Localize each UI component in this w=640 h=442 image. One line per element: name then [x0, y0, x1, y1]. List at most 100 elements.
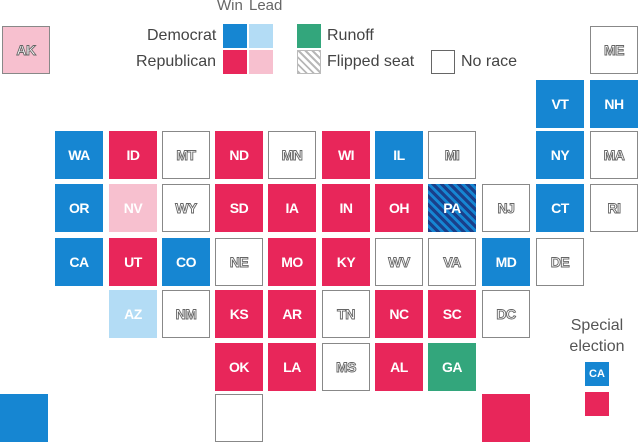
- state-label-ny: NY: [550, 147, 570, 163]
- state-tile-tn[interactable]: TN: [322, 290, 370, 338]
- state-tile-nj[interactable]: NJ: [482, 184, 530, 232]
- state-tile-in[interactable]: IN: [322, 184, 370, 232]
- legend-runoff-label: Runoff: [327, 27, 374, 44]
- state-label-dc: DC: [496, 306, 517, 323]
- state-label-pa: PA: [443, 200, 461, 216]
- state-label-ri: RI: [607, 200, 621, 217]
- state-tile-wv[interactable]: WV: [375, 238, 423, 286]
- state-tile-ne[interactable]: NE: [215, 238, 263, 286]
- legend-norace-label: No race: [461, 53, 518, 70]
- state-tile-md[interactable]: MD: [482, 238, 530, 286]
- legend-republican-lead-swatch: [249, 50, 273, 74]
- state-tile-wa[interactable]: WA: [55, 131, 103, 179]
- state-tile-nm[interactable]: NM: [162, 290, 210, 338]
- state-tile-me[interactable]: ME: [590, 26, 638, 74]
- state-label-ia: IA: [285, 200, 300, 216]
- state-label-ak: AK: [16, 42, 37, 59]
- state-label-ga: GA: [442, 359, 463, 375]
- state-label-ms: MS: [336, 359, 357, 376]
- state-label-sc: SC: [442, 306, 462, 322]
- state-label-ok: OK: [229, 359, 250, 375]
- legend-runoff-swatch: [297, 24, 321, 48]
- state-tile-ca[interactable]: CA: [55, 238, 103, 286]
- state-tile-oh[interactable]: OH: [375, 184, 423, 232]
- state-tile-ma[interactable]: MA: [590, 131, 638, 179]
- state-tile-la[interactable]: LA: [268, 343, 316, 391]
- legend-democrat-label: Democrat: [147, 27, 217, 44]
- state-tile-ms[interactable]: MS: [322, 343, 370, 391]
- legend-flipped-label: Flipped seat: [327, 53, 415, 70]
- legend-democrat-lead-swatch: [249, 24, 273, 48]
- state-tile-ak[interactable]: AK: [2, 26, 50, 74]
- state-tile-sc[interactable]: SC: [428, 290, 476, 338]
- state-label-wv: WV: [388, 254, 411, 271]
- state-label-nh: NH: [604, 96, 624, 112]
- legend-lead-header: Lead: [249, 0, 283, 14]
- state-label-md: MD: [495, 254, 517, 270]
- state-tile-va[interactable]: VA: [428, 238, 476, 286]
- state-tile-mt[interactable]: MT: [162, 131, 210, 179]
- state-tile-or[interactable]: OR: [55, 184, 103, 232]
- state-tile-wi[interactable]: WI: [322, 131, 370, 179]
- state-label-sd: SD: [229, 200, 249, 216]
- legend-democrat-win-swatch: [223, 24, 247, 48]
- state-label-al: AL: [390, 359, 408, 375]
- state-label-wy: WY: [175, 200, 198, 217]
- state-label-de: DE: [550, 254, 570, 271]
- special-tile-ca[interactable]: CA: [585, 362, 609, 386]
- state-tile-de[interactable]: DE: [536, 238, 584, 286]
- state-tile-il[interactable]: IL: [375, 131, 423, 179]
- state-tile-id[interactable]: ID: [109, 131, 157, 179]
- state-label-az: AZ: [124, 306, 142, 322]
- state-tile-ny[interactable]: NY: [536, 131, 584, 179]
- state-label-co: CO: [176, 254, 197, 270]
- special-election-label: Special election: [565, 315, 629, 357]
- state-tile-nc[interactable]: NC: [375, 290, 423, 338]
- state-tile-nd[interactable]: ND: [215, 131, 263, 179]
- state-tile-pa[interactable]: PA: [428, 184, 476, 232]
- state-tile-sd[interactable]: SD: [215, 184, 263, 232]
- state-tile-az[interactable]: AZ: [109, 290, 157, 338]
- state-label-wa: WA: [68, 147, 90, 163]
- state-label-mi: MI: [444, 147, 460, 164]
- legend-norace-swatch: [431, 50, 455, 74]
- state-label-nc: NC: [389, 306, 409, 322]
- state-label-me: ME: [604, 42, 625, 59]
- state-tile-ri[interactable]: RI: [590, 184, 638, 232]
- state-tile-fl[interactable]: [482, 394, 530, 442]
- state-label-mt: MT: [176, 147, 197, 164]
- state-label-la: LA: [283, 359, 301, 375]
- state-label-nm: NM: [175, 306, 197, 323]
- state-label-ky: KY: [336, 254, 356, 270]
- special-election-label-line2: election: [569, 338, 625, 355]
- state-tile-ky[interactable]: KY: [322, 238, 370, 286]
- state-tile-mi[interactable]: MI: [428, 131, 476, 179]
- state-tile-nh[interactable]: NH: [590, 80, 638, 128]
- state-tile-ok[interactable]: OK: [215, 343, 263, 391]
- state-label-ca: CA: [69, 254, 89, 270]
- state-tile-hi[interactable]: [0, 394, 48, 442]
- state-tile-mo[interactable]: MO: [268, 238, 316, 286]
- state-tile-vt[interactable]: VT: [536, 80, 584, 128]
- state-tile-tx[interactable]: [215, 394, 263, 442]
- state-tile-co[interactable]: CO: [162, 238, 210, 286]
- state-label-ks: KS: [229, 306, 249, 322]
- state-label-mo: MO: [281, 254, 303, 270]
- state-tile-ct[interactable]: CT: [536, 184, 584, 232]
- special-tile-second[interactable]: [585, 392, 609, 416]
- state-tile-wy[interactable]: WY: [162, 184, 210, 232]
- state-tile-ut[interactable]: UT: [109, 238, 157, 286]
- state-label-vt: VT: [551, 96, 569, 112]
- state-label-in: IN: [339, 200, 354, 216]
- state-label-wi: WI: [337, 147, 355, 163]
- special-election-label-line1: Special: [570, 317, 624, 334]
- state-label-oh: OH: [389, 200, 410, 216]
- state-tile-dc[interactable]: DC: [482, 290, 530, 338]
- state-tile-ks[interactable]: KS: [215, 290, 263, 338]
- state-tile-ar[interactable]: AR: [268, 290, 316, 338]
- state-tile-mn[interactable]: MN: [268, 131, 316, 179]
- state-tile-al[interactable]: AL: [375, 343, 423, 391]
- state-tile-ia[interactable]: IA: [268, 184, 316, 232]
- state-tile-ga[interactable]: GA: [428, 343, 476, 391]
- state-tile-nv[interactable]: NV: [109, 184, 157, 232]
